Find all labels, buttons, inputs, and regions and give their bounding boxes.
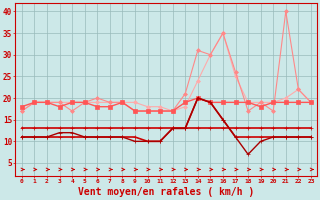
- X-axis label: Vent moyen/en rafales ( km/h ): Vent moyen/en rafales ( km/h ): [78, 187, 254, 197]
